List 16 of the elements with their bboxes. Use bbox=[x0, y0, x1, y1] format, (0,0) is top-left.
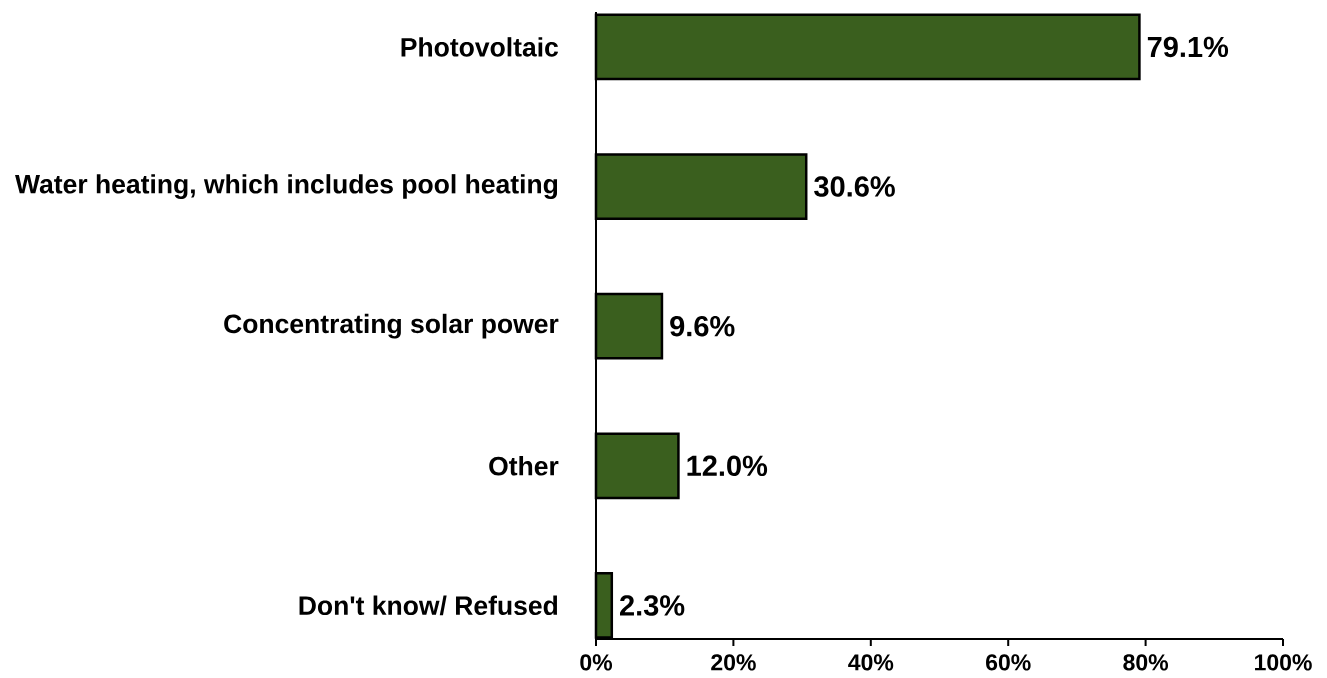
data-label: 9.6% bbox=[670, 315, 735, 337]
y-tick-label: Photovoltaic bbox=[401, 37, 559, 57]
x-tick-label: 0% bbox=[580, 654, 613, 671]
data-label: 12.0% bbox=[687, 455, 768, 477]
x-tick-label: 40% bbox=[848, 654, 894, 671]
y-tick-label: Other bbox=[489, 456, 559, 476]
data-label: 79.1% bbox=[1147, 36, 1229, 58]
y-tick-label: Don't know/ Refused bbox=[299, 595, 558, 616]
y-tick-label: Water heating, which includes pool heating bbox=[15, 174, 558, 199]
x-tick-label: 100% bbox=[1255, 654, 1312, 671]
x-tick-label: 60% bbox=[986, 654, 1031, 671]
x-tick-label: 20% bbox=[711, 654, 756, 671]
x-tick-label: 80% bbox=[1123, 654, 1169, 671]
data-label: 30.6% bbox=[814, 176, 895, 197]
y-tick-label: Concentrating solar power bbox=[224, 313, 559, 339]
data-label: 2.3% bbox=[620, 595, 685, 616]
